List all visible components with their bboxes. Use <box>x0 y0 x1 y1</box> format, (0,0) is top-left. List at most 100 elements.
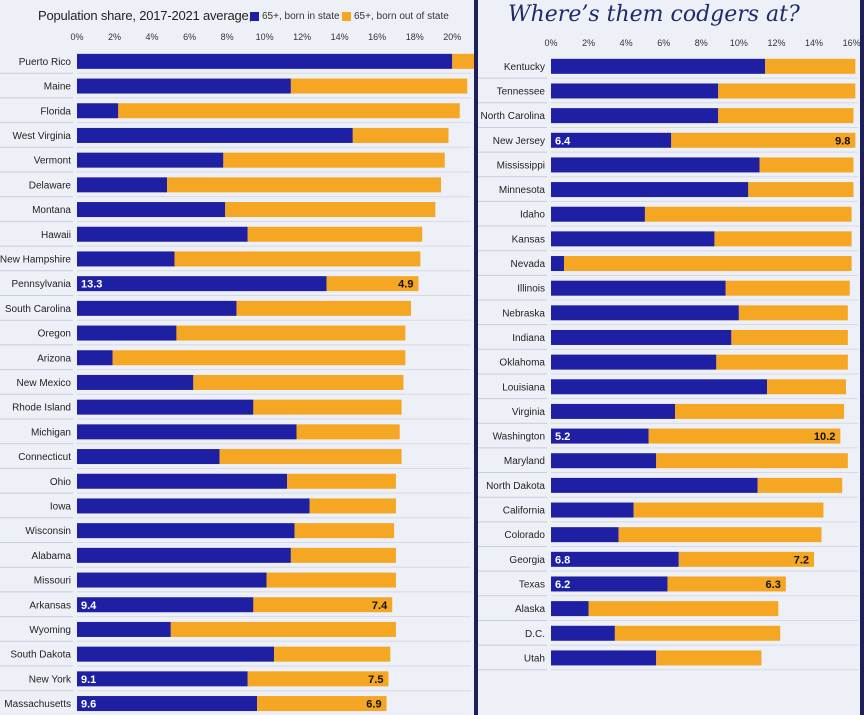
bar-out-of-state-georgia <box>678 551 815 567</box>
category-label-wisconsin: Wisconsin <box>25 526 71 537</box>
data-label-in-state-georgia: 6.8 <box>555 554 570 566</box>
bar-out-of-state-new-mexico <box>193 374 404 390</box>
bar-in-state-new-york <box>77 671 248 687</box>
bar-in-state-rhode-island <box>77 399 254 415</box>
bar-out-of-state-washington <box>648 428 841 444</box>
category-label-hawaii: Hawaii <box>41 230 71 241</box>
category-label-tennessee: Tennessee <box>497 86 546 97</box>
bar-out-of-state-hawaii <box>247 226 423 242</box>
category-label-utah: Utah <box>524 653 545 664</box>
category-label-kansas: Kansas <box>512 234 545 245</box>
bar-out-of-state-alabama <box>290 547 396 563</box>
category-label-north-carolina: North Carolina <box>481 111 546 122</box>
bar-in-state-iowa <box>77 498 310 514</box>
right-chart-panel: 0% 2% 4% 6% 8% 10% 12% 14% 16% Kentucky Tennessee N… <box>478 0 864 715</box>
category-label-wyoming: Wyoming <box>29 625 71 636</box>
bar-out-of-state-connecticut <box>219 449 402 465</box>
bar-in-state-tennessee <box>551 83 719 99</box>
x-tick-label: 8% <box>221 32 234 42</box>
category-label-oklahoma: Oklahoma <box>499 358 545 369</box>
bar-in-state-ohio <box>77 473 288 489</box>
x-tick-label: 18% <box>406 32 424 42</box>
category-label-alabama: Alabama <box>32 551 72 562</box>
bar-in-state-vermont <box>77 152 224 168</box>
bar-out-of-state-maryland <box>656 453 848 469</box>
bar-in-state-oregon <box>77 325 177 341</box>
category-label-south-dakota: South Dakota <box>10 650 71 661</box>
bar-in-state-connecticut <box>77 449 220 465</box>
bar-out-of-state-minnesota <box>748 182 854 198</box>
bar-out-of-state-kansas <box>714 231 852 247</box>
bar-in-state-missouri <box>77 572 267 588</box>
chart-title: Population share, 2017-2021 average, <box>38 8 252 23</box>
legend-swatch-out-of-state <box>342 12 351 21</box>
category-label-south-carolina: South Carolina <box>5 304 72 315</box>
bar-out-of-state-nevada <box>564 256 852 272</box>
bar-out-of-state-tennessee <box>718 83 856 99</box>
data-label-in-state-washington: 5.2 <box>555 431 570 443</box>
category-label-new-mexico: New Mexico <box>17 378 72 389</box>
bar-out-of-state-delaware <box>167 177 441 193</box>
bar-in-state-north-carolina <box>551 108 719 124</box>
bar-in-state-north-dakota <box>551 477 758 493</box>
x-tick-label: 20% <box>443 32 461 42</box>
x-tick-label: 2% <box>582 38 595 48</box>
category-label-alaska: Alaska <box>515 604 545 615</box>
category-label-nebraska: Nebraska <box>502 308 545 319</box>
category-label-nevada: Nevada <box>511 259 546 270</box>
x-tick-label: 14% <box>331 32 349 42</box>
category-label-new-jersey: New Jersey <box>493 136 545 147</box>
category-label-michigan: Michigan <box>31 427 71 438</box>
data-label-in-state-massachusetts: 9.6 <box>81 699 96 711</box>
bar-in-state-alabama <box>77 547 291 563</box>
x-tick-label: 10% <box>256 32 274 42</box>
bar-out-of-state-idaho <box>644 206 852 222</box>
bar-in-state-virginia <box>551 403 675 419</box>
bar-out-of-state-ohio <box>287 473 396 489</box>
bar-in-state-new-mexico <box>77 374 194 390</box>
bar-in-state-washington <box>551 428 649 444</box>
bar-out-of-state-maine <box>290 78 468 94</box>
category-label-virginia: Virginia <box>512 407 546 418</box>
bar-in-state-montana <box>77 202 226 218</box>
data-label-out-of-state-arkansas: 7.4 <box>372 600 388 612</box>
category-label-indiana: Indiana <box>512 333 545 344</box>
bar-out-of-state-kentucky <box>765 58 856 74</box>
category-label-kentucky: Kentucky <box>504 62 545 73</box>
bar-in-state-nebraska <box>551 305 739 321</box>
bar-out-of-state-california <box>633 502 824 518</box>
bar-out-of-state-utah <box>656 650 762 666</box>
category-label-idaho: Idaho <box>520 210 545 221</box>
bar-out-of-state-new-jersey <box>671 132 856 148</box>
x-tick-label: 12% <box>293 32 311 42</box>
category-label-california: California <box>503 506 546 517</box>
category-label-ohio: Ohio <box>50 477 72 488</box>
category-label-rhode-island: Rhode Island <box>12 403 71 414</box>
data-label-out-of-state-new-york: 7.5 <box>368 674 383 686</box>
legend-label-out-of-state: 65+, born out of state <box>354 11 449 22</box>
bar-out-of-state-colorado <box>618 527 822 543</box>
data-label-out-of-state-georgia: 7.2 <box>794 554 809 566</box>
bar-in-state-pennsylvania <box>77 276 327 292</box>
category-label-florida: Florida <box>40 106 71 117</box>
bar-in-state-massachusetts <box>77 696 258 712</box>
x-tick-label: 4% <box>146 32 159 42</box>
x-tick-label: 14% <box>805 38 823 48</box>
category-label-puerto-rico: Puerto Rico <box>19 57 72 68</box>
bar-out-of-state-south-carolina <box>236 300 411 316</box>
category-label-connecticut: Connecticut <box>18 452 71 463</box>
bar-out-of-state-indiana <box>731 329 848 345</box>
x-tick-label: 4% <box>620 38 633 48</box>
category-label-d-c: D.C. <box>525 629 545 640</box>
data-label-in-state-new-jersey: 6.4 <box>555 135 571 147</box>
data-label-out-of-state-texas: 6.3 <box>766 579 781 591</box>
bar-in-state-new-hampshire <box>77 251 175 267</box>
bar-out-of-state-oklahoma <box>716 354 848 370</box>
bar-out-of-state-oregon <box>176 325 406 341</box>
category-label-texas: Texas <box>519 579 545 590</box>
category-label-arkansas: Arkansas <box>29 600 71 611</box>
category-label-massachusetts: Massachusetts <box>4 699 71 710</box>
x-tick-label: 0% <box>544 38 557 48</box>
bar-out-of-state-puerto-rico <box>452 53 474 69</box>
category-label-pennsylvania: Pennsylvania <box>12 279 72 290</box>
